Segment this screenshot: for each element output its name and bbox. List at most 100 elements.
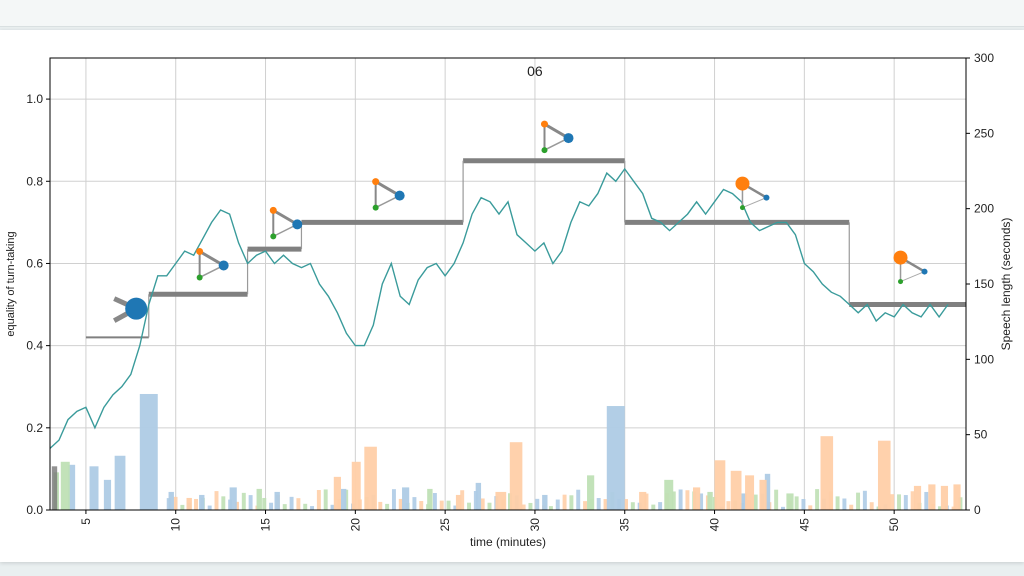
small-speech-bar — [385, 503, 390, 510]
glyph-node-orange — [196, 247, 204, 255]
speech-bar-orange — [495, 491, 507, 510]
small-speech-bar — [583, 501, 588, 510]
small-speech-bar — [869, 502, 874, 510]
x-tick-label: 45 — [797, 518, 811, 532]
small-speech-bar — [262, 497, 267, 510]
small-speech-bar — [269, 502, 274, 510]
speech-bar-green — [587, 475, 595, 510]
y-left-tick-label: 1.0 — [26, 92, 43, 106]
small-speech-bar — [221, 496, 226, 510]
x-tick-label: 5 — [79, 518, 93, 525]
small-speech-bar — [180, 504, 185, 510]
glyph-node-green — [541, 147, 548, 154]
small-speech-bar — [794, 496, 799, 510]
small-speech-bar — [569, 495, 574, 510]
small-speech-bar — [234, 501, 239, 510]
glyph-edge — [742, 197, 767, 209]
speech-bar-orange — [455, 494, 462, 510]
glyph-node-blue — [921, 268, 928, 275]
network-glyph — [113, 296, 148, 323]
small-speech-bar — [241, 492, 246, 510]
glyph-node-orange — [735, 176, 750, 191]
small-speech-bar — [528, 502, 533, 510]
x-axis-label: time (minutes) — [470, 535, 546, 549]
network-glyph — [372, 178, 405, 211]
speech-bar-orange — [913, 485, 922, 510]
glyph-node-green — [270, 233, 277, 240]
small-speech-bar — [603, 499, 608, 510]
speech-bar-blue — [340, 488, 347, 510]
speech-bar-orange — [639, 491, 647, 510]
speech-bar-blue — [229, 487, 237, 510]
small-speech-bar — [671, 491, 676, 510]
x-tick-label: 15 — [259, 518, 273, 532]
glyph-node-green — [739, 205, 745, 211]
small-speech-bar — [378, 501, 383, 510]
speech-bar-green — [427, 488, 433, 510]
small-speech-bar — [453, 505, 458, 510]
small-speech-bar — [856, 492, 861, 510]
small-speech-bar — [644, 493, 649, 510]
top-strip — [0, 0, 1024, 27]
glyph-edge — [900, 271, 925, 283]
speech-bar-blue — [402, 487, 410, 510]
y-left-tick-label: 0.0 — [26, 503, 43, 517]
speech-bar-blue — [741, 493, 747, 510]
small-speech-bar — [419, 501, 424, 510]
small-speech-bar — [310, 506, 315, 510]
speech-bar-orange — [745, 475, 755, 510]
small-speech-bar — [467, 502, 472, 510]
y-right-tick-label: 300 — [974, 51, 994, 65]
small-speech-bar — [535, 498, 540, 510]
y-left-tick-label: 0.8 — [26, 174, 43, 188]
speech-bar-orange — [692, 487, 701, 510]
speech-bar-blue — [139, 393, 158, 510]
speech-bar-green — [786, 493, 794, 510]
small-speech-bar — [835, 496, 840, 510]
small-speech-bar — [316, 490, 321, 510]
speech-bar-orange — [364, 446, 377, 510]
small-speech-bar — [480, 498, 485, 510]
small-speech-bar — [460, 490, 465, 510]
network-glyph — [540, 120, 574, 154]
x-tick-label: 40 — [708, 518, 722, 532]
small-speech-bar — [576, 489, 581, 510]
speech-bar-blue — [199, 494, 205, 510]
small-speech-bar — [412, 497, 417, 510]
small-speech-bar — [630, 502, 635, 510]
small-speech-bar — [330, 504, 335, 510]
speech-bar-green — [60, 461, 70, 510]
small-speech-bar — [651, 504, 656, 510]
turn-taking-chart: 5 10 15 20 25 30 35 40 45 50 0.0 0.2 0.4 0.6 0.8 1.0 0 50… — [5, 51, 1013, 549]
small-speech-bar — [862, 490, 867, 510]
y-right-tick-label: 0 — [974, 503, 981, 517]
x-tick-label: 30 — [528, 518, 542, 532]
small-speech-bar — [903, 495, 908, 510]
glyph-node-blue — [218, 260, 229, 271]
speech-bar-blue — [168, 491, 174, 510]
speech-bar-green — [707, 491, 713, 510]
small-speech-bar — [207, 505, 212, 510]
x-tick-label: 20 — [348, 518, 362, 532]
glyph-node-blue — [394, 190, 405, 201]
y-axis-left-label: equality of turn-taking — [5, 231, 17, 336]
tick-labels: 5 10 15 20 25 30 35 40 45 50 0.0 0.2 0.4 0.6 0.8 1.0 0 50… — [26, 51, 994, 531]
speech-bar-green — [256, 488, 262, 510]
small-speech-bar — [398, 498, 403, 510]
glyph-node-orange — [540, 120, 548, 128]
glyph-node-blue — [763, 194, 770, 201]
speech-bar-orange — [509, 442, 523, 510]
small-speech-bar — [289, 496, 294, 510]
y-right-tick-label: 150 — [974, 277, 994, 291]
speech-bar-blue — [542, 494, 548, 510]
glyph-node-orange — [269, 206, 277, 214]
small-speech-bar — [432, 493, 437, 510]
speech-bar-orange — [333, 476, 341, 510]
speech-bar-orange — [714, 460, 726, 510]
small-speech-bar — [774, 489, 779, 510]
chart-title: 06 — [527, 63, 543, 79]
speech-bar-orange — [186, 497, 192, 510]
small-speech-bar — [937, 506, 942, 510]
small-speech-bar — [391, 489, 396, 510]
speech-bar-gray — [51, 466, 58, 510]
